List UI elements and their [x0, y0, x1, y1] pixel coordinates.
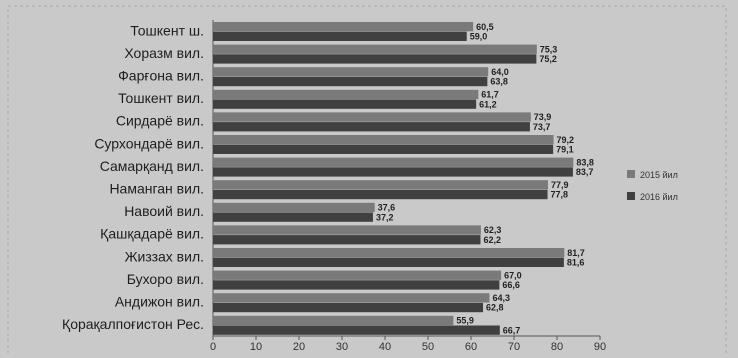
value-label: 75,3 — [540, 44, 558, 54]
category-label: Сирдарё вил. — [116, 113, 204, 129]
value-label: 81,7 — [567, 248, 585, 258]
bar-2015 — [213, 270, 502, 280]
legend-label: 2015 йил — [640, 170, 678, 180]
category-label: Наманган вил. — [109, 181, 204, 197]
legend-swatch — [627, 170, 635, 178]
bar-2016 — [213, 257, 564, 267]
x-tick-label: 20 — [293, 341, 305, 353]
value-label: 37,6 — [378, 203, 396, 213]
value-label: 75,2 — [539, 54, 557, 64]
bar-2016 — [213, 31, 467, 41]
x-tick-label: 60 — [465, 341, 477, 353]
bar-2016 — [213, 302, 484, 313]
bar-2015 — [213, 44, 537, 54]
x-tick-label: 30 — [336, 341, 348, 353]
bar-2016 — [213, 76, 488, 87]
bar-2015 — [213, 248, 565, 258]
x-tick-label: 90 — [594, 341, 606, 353]
bars-group — [213, 22, 574, 335]
bar-2016 — [213, 325, 500, 335]
bar-2016 — [213, 235, 481, 245]
value-label: 73,9 — [534, 112, 552, 122]
value-label: 63,8 — [490, 77, 508, 87]
category-label: Андижон вил. — [115, 294, 204, 310]
value-label: 83,8 — [576, 157, 594, 167]
category-label: Навоий вил. — [124, 203, 204, 219]
category-labels-group: Тошкент ш. Хоразм вил. Фарғона вил. Тошкент… — [62, 22, 204, 332]
bar-2015 — [213, 202, 375, 213]
bar-2015 — [213, 135, 554, 145]
value-labels-group: 60,559,0 75,375,2 64,063,8 61,761,2 73,973,7… — [376, 22, 594, 335]
category-label: Жиззах вил. — [125, 248, 204, 264]
value-label: 81,6 — [567, 258, 585, 268]
legend: 2015 йил 2016 йил — [627, 170, 678, 202]
value-label: 77,8 — [551, 190, 569, 200]
category-label: Қорақалпоғистон Рес. — [62, 316, 204, 332]
value-label: 62,3 — [484, 225, 502, 235]
value-label: 61,2 — [479, 99, 497, 109]
bar-2015 — [213, 67, 489, 77]
value-label: 55,9 — [456, 316, 474, 326]
bar-2015 — [213, 293, 490, 303]
bar-2015 — [213, 180, 548, 190]
x-tick-label: 10 — [250, 341, 262, 353]
x-tick-label: 50 — [422, 341, 434, 353]
category-label: Фарғона вил. — [118, 68, 204, 84]
value-label: 66,6 — [502, 280, 520, 290]
value-label: 79,1 — [556, 145, 574, 155]
bar-2015 — [213, 112, 531, 122]
value-label: 64,3 — [492, 293, 510, 303]
x-tick-label: 70 — [508, 341, 520, 353]
bar-2016 — [213, 280, 500, 290]
x-tick-label: 0 — [210, 341, 216, 353]
bar-2015 — [213, 157, 574, 167]
category-label: Самарқанд вил. — [100, 158, 204, 174]
value-label: 62,2 — [483, 235, 501, 245]
category-label: Хоразм вил. — [124, 45, 204, 61]
bar-2016 — [213, 189, 548, 200]
value-label: 73,7 — [533, 122, 551, 132]
value-label: 83,7 — [576, 167, 594, 177]
bar-2015 — [213, 22, 474, 32]
bar-2016 — [213, 212, 373, 222]
value-label: 37,2 — [376, 212, 394, 222]
bar-2015 — [213, 225, 481, 235]
category-label: Қашқадарё вил. — [100, 226, 204, 242]
category-label: Тошкент вил. — [118, 90, 204, 106]
x-ticks-group: 0 10 20 30 40 50 60 70 80 90 — [210, 336, 606, 353]
value-label: 62,8 — [486, 303, 504, 313]
value-label: 66,7 — [503, 325, 521, 335]
category-label: Тошкент ш. — [130, 22, 204, 38]
value-label: 67,0 — [504, 270, 522, 280]
bar-2016 — [213, 122, 530, 132]
bar-2016 — [213, 167, 573, 177]
x-tick-label: 40 — [379, 341, 391, 353]
bar-2015 — [213, 89, 479, 100]
category-label: Сурхондарё вил. — [94, 135, 204, 151]
value-label: 79,2 — [557, 135, 575, 145]
value-label: 77,9 — [551, 180, 569, 190]
value-label: 64,0 — [491, 67, 509, 77]
category-label: Бухоро вил. — [127, 271, 204, 287]
legend-swatch — [627, 192, 635, 200]
x-tick-label: 80 — [551, 341, 563, 353]
bar-2015 — [213, 315, 454, 326]
bar-2016 — [213, 99, 477, 109]
value-label: 61,7 — [481, 90, 499, 100]
legend-label: 2016 йил — [640, 192, 678, 202]
bar-2016 — [213, 54, 537, 64]
value-label: 59,0 — [470, 32, 488, 42]
value-label: 60,5 — [476, 22, 494, 32]
bar-2016 — [213, 144, 554, 154]
